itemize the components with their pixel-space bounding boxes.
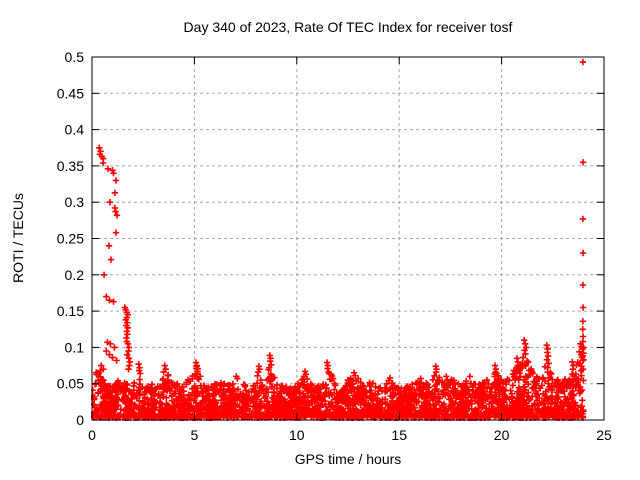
y-tick-label: 0.35 <box>57 158 84 174</box>
y-tick-label: 0.1 <box>65 339 85 355</box>
x-axis-label: GPS time / hours <box>295 451 402 467</box>
x-tick-label: 5 <box>191 427 199 443</box>
y-tick-label: 0.15 <box>57 303 84 319</box>
y-tick-labels: 0 0.05 0.1 0.15 0.2 0.25 0.3 0.35 0.4 0.45 0.5 <box>57 49 84 428</box>
roti-data-points <box>91 58 587 421</box>
x-tick-label: 15 <box>391 427 407 443</box>
chart-title: Day 340 of 2023, Rate Of TEC Index for r… <box>184 19 513 35</box>
grid-lines <box>92 57 604 420</box>
y-tick-label: 0.2 <box>65 267 85 283</box>
axis-ticks <box>91 56 605 421</box>
y-tick-label: 0.5 <box>65 49 85 65</box>
y-tick-label: 0.45 <box>57 85 84 101</box>
y-tick-label: 0.3 <box>65 194 85 210</box>
x-tick-label: 0 <box>88 427 96 443</box>
x-tick-label: 20 <box>494 427 510 443</box>
y-tick-label: 0 <box>76 412 84 428</box>
x-tick-label: 10 <box>289 427 305 443</box>
x-tick-labels: 0 5 10 15 20 25 <box>88 427 612 443</box>
y-tick-label: 0.25 <box>57 231 84 247</box>
scatter-points-series <box>91 58 587 421</box>
x-tick-label: 25 <box>596 427 612 443</box>
y-tick-label: 0.4 <box>65 122 85 138</box>
y-tick-label: 0.05 <box>57 376 84 392</box>
y-axis-label: ROTI / TECUs <box>10 193 26 283</box>
